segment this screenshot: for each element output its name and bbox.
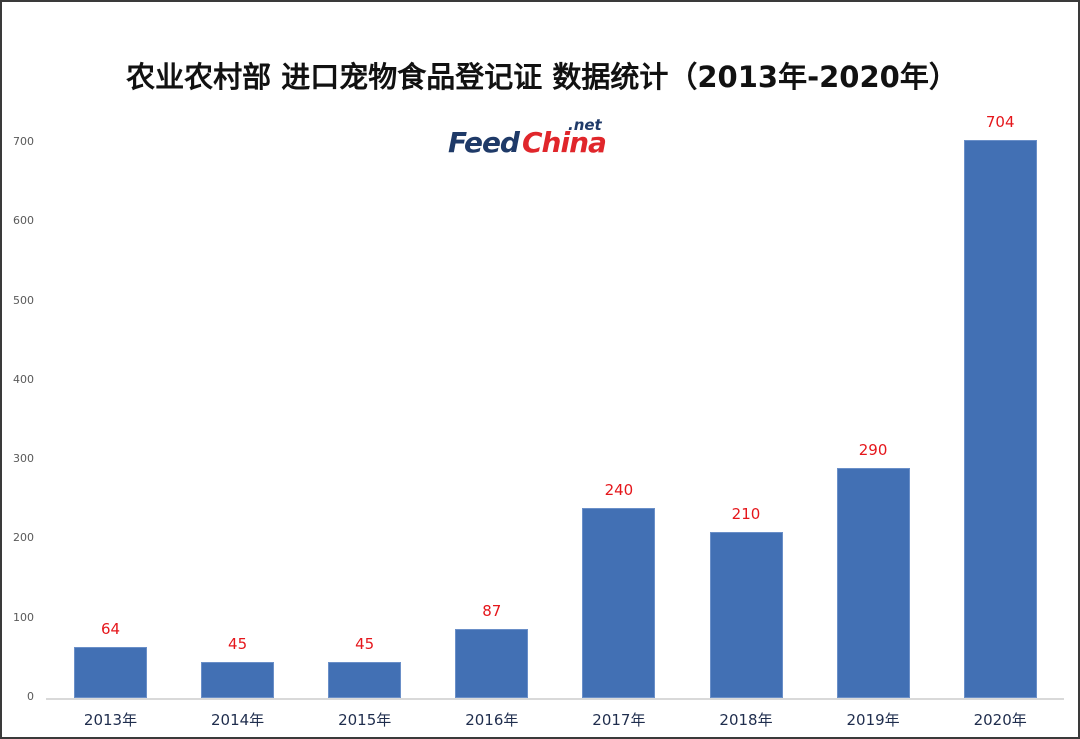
x-tick-label: 2014年 <box>211 711 265 729</box>
data-label: 704 <box>985 112 1015 131</box>
y-tick-label: 500 <box>13 293 34 307</box>
data-label: 87 <box>482 602 502 621</box>
y-tick-label: 200 <box>13 531 34 545</box>
bar-2019年 <box>836 468 910 698</box>
y-tick-label: 100 <box>13 610 34 624</box>
y-tick-label: 300 <box>13 452 34 466</box>
data-label: 240 <box>604 480 634 499</box>
x-tick-label: 2019年 <box>846 711 900 729</box>
x-tick-label: 2016年 <box>465 711 519 729</box>
logo-china-text: China <box>522 126 607 159</box>
y-tick-label: 400 <box>13 372 34 386</box>
x-tick-label: 2013年 <box>83 711 138 729</box>
logo-feed-text: Feed <box>448 126 520 159</box>
x-tick-label: 2017年 <box>592 711 646 729</box>
bar-2014年 <box>201 662 275 698</box>
bar-2017年 <box>582 507 656 698</box>
bar-2018年 <box>709 531 783 698</box>
bar-2013年 <box>74 647 147 698</box>
bar-2020年 <box>963 139 1037 698</box>
x-tick-label: 2020年 <box>973 711 1027 729</box>
bar-2016年 <box>455 629 529 698</box>
logo-net-text: .net <box>568 116 602 134</box>
y-tick-label: 700 <box>13 135 34 148</box>
data-label: 210 <box>731 504 761 523</box>
data-label: 45 <box>355 635 375 654</box>
y-tick-label: 0 <box>27 690 34 703</box>
x-tick-label: 2015年 <box>338 711 392 729</box>
data-label: 290 <box>858 441 888 460</box>
bar-2015年 <box>328 662 402 698</box>
chart-title: 农业农村部 进口宠物食品登记证 数据统计（2013年-2020年） <box>126 60 958 94</box>
x-axis-line <box>46 698 1064 700</box>
data-label: 45 <box>228 635 248 654</box>
x-tick-label: 2018年 <box>719 711 773 729</box>
y-tick-label: 600 <box>13 214 34 228</box>
data-label: 64 <box>100 620 121 639</box>
